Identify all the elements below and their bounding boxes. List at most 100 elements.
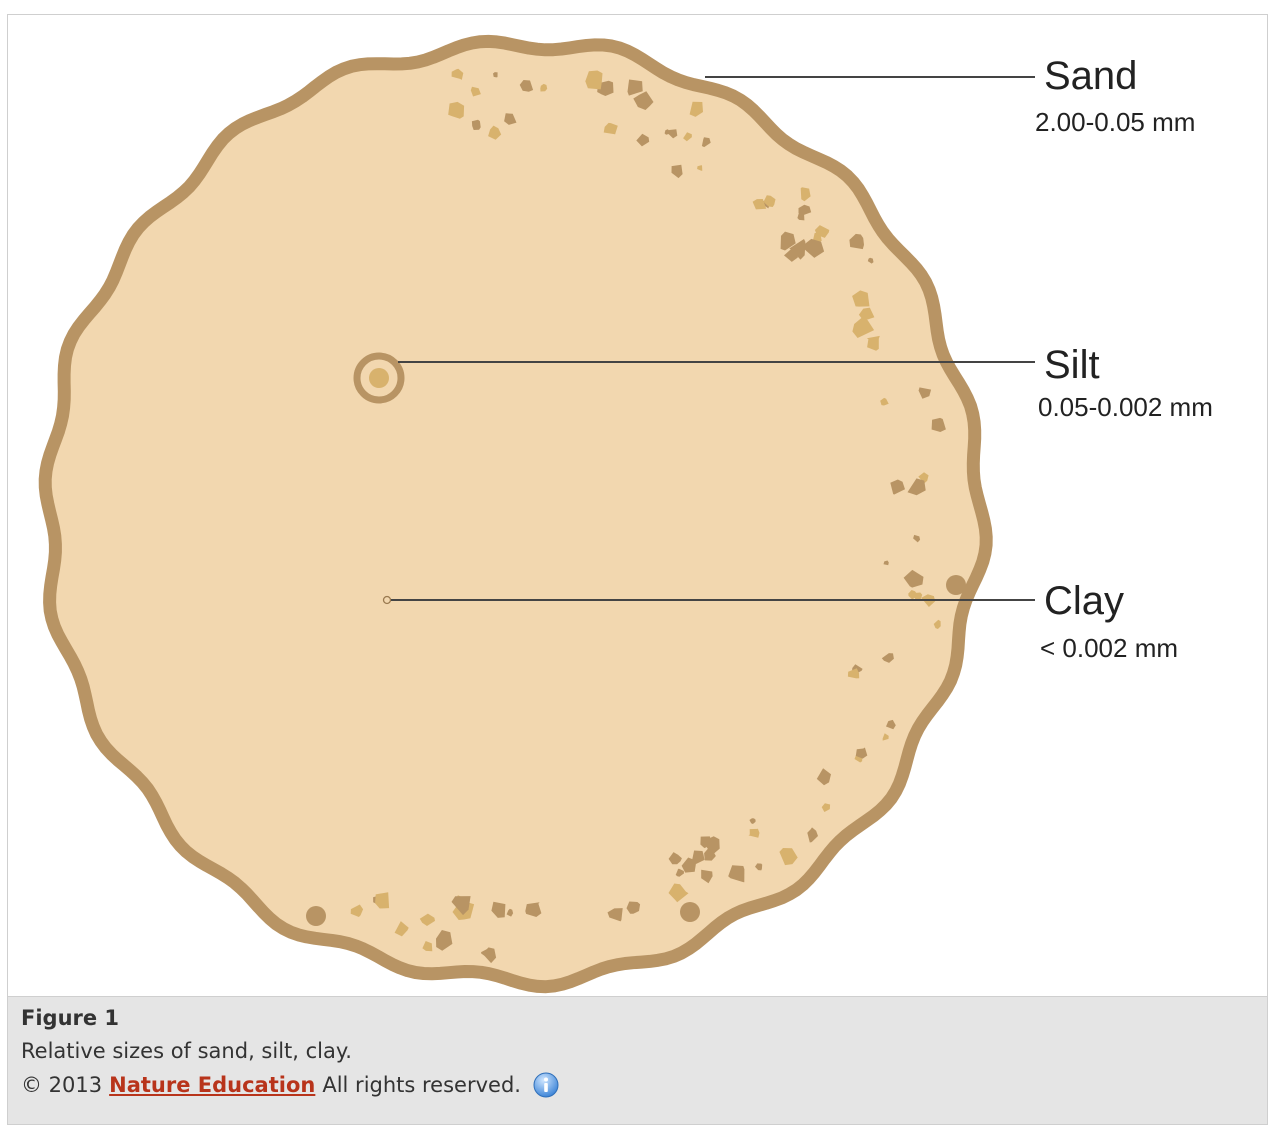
soil-particle-diagram: Sand 2.00-0.05 mm Silt 0.05-0.002 mm Cla… [38, 34, 1213, 994]
rights-text: All rights reserved. [322, 1073, 521, 1097]
sand-grain [913, 534, 921, 543]
sand-grain [683, 132, 692, 142]
sand-grain [488, 125, 502, 140]
sand-grain [728, 865, 745, 883]
sand-grain [607, 908, 623, 922]
nature-education-link[interactable]: Nature Education [109, 1073, 316, 1097]
sand-grain [798, 204, 812, 216]
sand-grain [814, 225, 830, 238]
sand-grain [855, 747, 868, 759]
sand-grain [704, 836, 720, 855]
sand-grain [668, 883, 689, 903]
sand-grain [852, 317, 875, 338]
sand-grain [675, 868, 684, 877]
sand-grain [603, 122, 618, 135]
sand-grain [752, 199, 767, 210]
sand-grain [667, 129, 678, 139]
silt-size-range: 0.05-0.002 mm [1038, 392, 1213, 422]
sand-grain [881, 653, 894, 663]
sand-grain [852, 290, 870, 307]
sand-grain [807, 827, 818, 843]
sand-grain [749, 818, 756, 824]
sand-grain [491, 901, 506, 918]
info-icon[interactable] [533, 1072, 559, 1098]
sand-grain [918, 472, 929, 484]
sand-grain [821, 803, 831, 812]
rim-bump [306, 906, 326, 926]
sand-grain [890, 479, 905, 495]
sand-grain [748, 828, 760, 838]
silt-label: Silt [1044, 343, 1100, 387]
sand-grain [436, 930, 453, 951]
sand-grain [880, 397, 889, 406]
sand-grain [540, 83, 548, 92]
sand-grain [858, 307, 875, 321]
sand-grain [504, 113, 517, 125]
sand-grain [633, 91, 654, 110]
sand-grain [697, 165, 703, 171]
sand-grain [847, 668, 860, 679]
sand-grain [689, 101, 703, 117]
sand-label: Sand [1044, 54, 1137, 98]
sand-particle [38, 34, 993, 994]
figure-caption: Figure 1 Relative sizes of sand, silt, c… [7, 997, 1268, 1125]
sand-grain [763, 195, 776, 207]
sand-grain [866, 335, 880, 351]
clay-size-range: < 0.002 mm [1040, 633, 1178, 663]
sand-grain [671, 164, 683, 179]
sand-grain [931, 417, 946, 432]
rim-bump [680, 902, 700, 922]
sand-grain [692, 850, 705, 864]
sand-grain [933, 619, 941, 629]
sand-grain [627, 79, 643, 96]
clay-label: Clay [1044, 579, 1124, 623]
sand-grain [471, 119, 481, 130]
sand-grain [493, 72, 498, 78]
sand-grain [419, 913, 435, 926]
sand-grain [668, 852, 682, 865]
sand-grain [626, 901, 641, 914]
sand-grain [470, 86, 481, 97]
sand-grain [883, 560, 889, 566]
sand-grain [636, 133, 650, 147]
sand-grain [350, 904, 364, 917]
sand-rim-grains [350, 68, 946, 964]
sand-grain [701, 137, 711, 148]
sand-grain [903, 569, 924, 588]
sand-grain [664, 129, 670, 135]
sand-grain [780, 231, 796, 251]
sand-grain [918, 387, 932, 399]
sand-grain [681, 857, 697, 873]
rim-bump [946, 575, 966, 595]
sand-grain [451, 896, 471, 916]
sand-grain [422, 941, 433, 952]
sand-grain [779, 848, 798, 866]
sand-grain [506, 908, 514, 917]
sand-grain [789, 239, 806, 260]
sand-grain [525, 902, 542, 917]
figure-title: Figure 1 [21, 1006, 120, 1030]
sand-grain [482, 947, 497, 964]
figure-credit: © 2013 Nature Education All rights reser… [21, 1072, 559, 1098]
sand-grain [800, 187, 811, 202]
sand-grain [886, 719, 896, 730]
clay-particle [382, 595, 392, 605]
sand-grain [849, 233, 864, 250]
silt-particle-core [369, 368, 389, 388]
sand-grain [448, 101, 465, 119]
sand-grain [908, 590, 917, 600]
sand-grain [907, 478, 926, 496]
sand-grain [394, 921, 409, 937]
sand-grain [451, 68, 464, 80]
sand-grain [797, 212, 805, 221]
sand-size-range: 2.00-0.05 mm [1035, 107, 1195, 137]
sand-grain [755, 863, 763, 871]
sand-grain [816, 768, 831, 786]
figure-description: Relative sizes of sand, silt, clay. [21, 1039, 352, 1063]
sand-grain [704, 848, 716, 861]
sand-grain [801, 238, 825, 258]
copyright-text: © 2013 [21, 1073, 103, 1097]
sand-grain [375, 892, 390, 909]
sand-grain [585, 70, 603, 90]
sand-grain [701, 869, 713, 884]
